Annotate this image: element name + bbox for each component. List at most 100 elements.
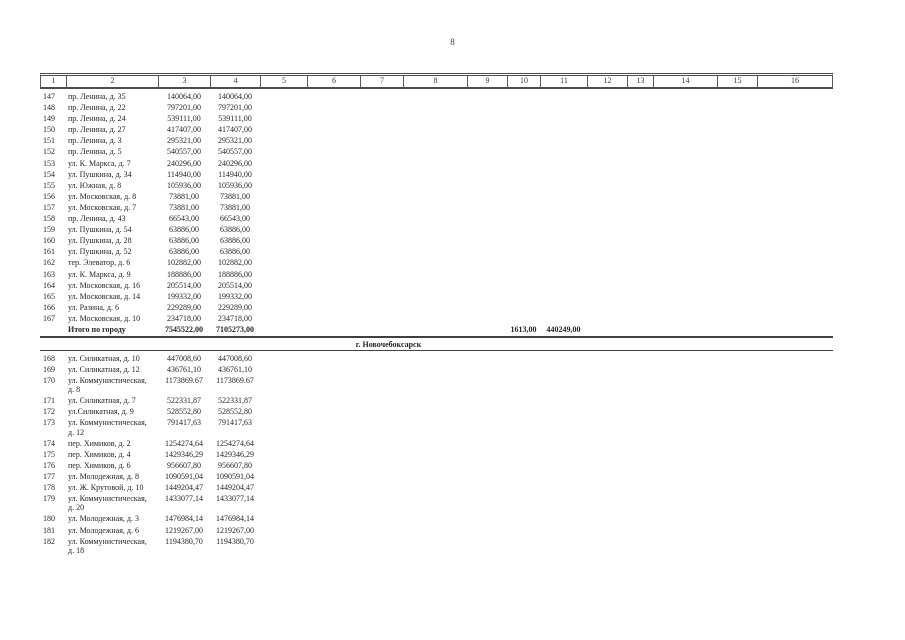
row-value-col4: 447008,60 [218, 353, 252, 363]
row-number: 151 [43, 136, 55, 146]
row-value-col4: 1090591,04 [216, 471, 254, 481]
row-value-col4: 1476984,14 [216, 514, 254, 524]
row-value-col4: 105936,00 [218, 180, 252, 190]
row-value-col3: 140064,00 [167, 92, 201, 101]
column-header-cell: 14 [654, 76, 718, 87]
section-title: г. Новочебоксарск [355, 339, 422, 349]
row-value-col4: 522331,87 [218, 396, 252, 406]
table-row: 179 ул. Коммунистическая, д. 20 1433077,… [40, 494, 833, 512]
row-value-col4: 188886,00 [218, 269, 252, 279]
row-value-col3: 1254274,64 [165, 438, 203, 448]
row-value-col3: 1173869.67 [165, 375, 203, 385]
row-number: 172 [43, 407, 55, 417]
row-address: тер. Элеватор, д. 6 [68, 258, 131, 268]
row-address: пр. Ленина, д. 35 [68, 92, 126, 101]
row-value-col3: 1449204,47 [165, 483, 203, 493]
row-value-col3: 528552,80 [167, 407, 201, 417]
column-header-cell: 6 [308, 76, 361, 87]
row-address: ул. Разина, д. 6 [68, 302, 119, 312]
row-address: ул. Южная, д. 8 [68, 180, 122, 190]
row-value-col3: 522331,87 [167, 396, 201, 406]
row-number: 149 [43, 114, 55, 124]
row-address: ул. Коммунистическая, д. 20 [68, 494, 147, 513]
table-row: 152 пр. Ленина, д. 5 540557,00 540557,00 [40, 147, 833, 156]
row-address: ул. Молодежная, д. 6 [68, 525, 139, 535]
row-address: пр. Ленина, д. 27 [68, 125, 126, 135]
row-value-col3: 199332,00 [167, 291, 201, 301]
row-number: 173 [43, 418, 55, 428]
table-row: 160 ул. Пушкина, д. 28 63886,00 63886,00 [40, 236, 833, 245]
row-address: ул. Ж. Крутовой, д. 10 [68, 483, 144, 493]
row-address: пр. Ленина, д. 22 [68, 103, 126, 113]
column-header-cell: 13 [628, 76, 654, 87]
row-value-col3: 234718,00 [167, 313, 201, 323]
table-body: 147 пр. Ленина, д. 35 140064,00 140064,0… [40, 89, 833, 555]
row-value-col4: 66543,00 [220, 214, 250, 224]
row-number: 150 [43, 125, 55, 135]
row-value-col3: 1429346,29 [165, 449, 203, 459]
row-address: пер. Химиков, д. 2 [68, 438, 131, 448]
column-header-cell: 3 [159, 76, 211, 87]
total-label: Итого по городу [68, 324, 126, 334]
row-address: ул. Коммунистическая, д. 12 [68, 418, 147, 437]
row-address: ул. Коммунистическая, д. 8 [68, 375, 147, 395]
row-value-col3: 1476984,14 [165, 514, 203, 524]
row-value-col4: 528552,80 [218, 407, 252, 417]
row-address: ул. Силикатная, д. 10 [68, 353, 140, 363]
table-row: 153 ул. К. Маркса, д. 7 240296,00 240296… [40, 159, 833, 168]
row-address: пр. Ленина, д. 43 [68, 214, 126, 224]
table-row: 176 пер. Химиков, д. 6 956607,80 956607,… [40, 461, 833, 470]
row-address: ул. Московская, д. 10 [68, 313, 141, 323]
column-header-cell: 5 [261, 76, 308, 87]
row-value-col3: 1433077,14 [165, 494, 203, 504]
row-address: ул. Молодежная, д. 8 [68, 471, 139, 481]
row-value-col3: 229289,00 [167, 302, 201, 312]
row-value-col4: 417407,00 [218, 125, 252, 135]
row-number: 168 [43, 353, 55, 363]
total-value-col4: 7105273,00 [216, 324, 254, 334]
column-header-cell: 2 [67, 76, 159, 87]
row-value-col4: 436761,10 [218, 364, 252, 374]
row-number: 155 [43, 180, 55, 190]
table-row: 159 ул. Пушкина, д. 54 63886,00 63886,00 [40, 225, 833, 234]
row-value-col3: 63886,00 [169, 236, 199, 246]
row-value-col3: 188886,00 [167, 269, 201, 279]
row-value-col4: 295321,00 [218, 136, 252, 146]
section-divider-top [40, 336, 833, 339]
row-number: 147 [43, 92, 55, 101]
table-row: 164 ул. Московская, д. 16 205514,00 2055… [40, 281, 833, 290]
row-value-col4: 63886,00 [220, 247, 250, 257]
row-address: пр. Ленина, д. 5 [68, 147, 122, 157]
row-value-col3: 63886,00 [169, 225, 199, 235]
row-number: 180 [43, 514, 55, 524]
address-amount-table: 1 2 3 4 5 6 7 8 9 10 11 12 [40, 73, 833, 557]
table-row: 180 ул. Молодежная, д. 3 1476984,14 1476… [40, 514, 833, 523]
row-value-col3: 417407,00 [167, 125, 201, 135]
row-value-col4: 1254274,64 [216, 438, 254, 448]
table-row: 173 ул. Коммунистическая, д. 12 791417,6… [40, 418, 833, 436]
row-address: ул. Коммунистическая, д. 18 [68, 536, 147, 555]
row-value-col4: 140064,00 [218, 92, 252, 101]
row-value-col4: 540557,00 [218, 147, 252, 157]
row-address: ул. Московская, д. 14 [68, 291, 141, 301]
row-value-col3: 73881,00 [169, 191, 199, 201]
table-row: 155 ул. Южная, д. 8 105936,00 105936,00 [40, 181, 833, 190]
row-value-col4: 73881,00 [220, 191, 250, 201]
row-address: ул. Пушкина, д. 54 [68, 225, 132, 235]
row-value-col4: 205514,00 [218, 280, 252, 290]
table-row: 174 пер. Химиков, д. 2 1254274,64 125427… [40, 439, 833, 448]
table-row: 182 ул. Коммунистическая, д. 18 1194380,… [40, 537, 833, 555]
table-row: 149 пр. Ленина, д. 24 539111,00 539111,0… [40, 114, 833, 123]
row-number: 154 [43, 169, 55, 179]
row-value-col3: 205514,00 [167, 280, 201, 290]
total-value-col11: 440249,00 [546, 324, 581, 334]
row-value-col3: 540557,00 [167, 147, 201, 157]
row-number: 178 [43, 483, 55, 493]
row-address: ул. Московская, д. 7 [68, 202, 137, 212]
row-address: пр. Ленина, д. 3 [68, 136, 122, 146]
table-row: 156 ул. Московская, д. 8 73881,00 73881,… [40, 192, 833, 201]
column-header-cell: 8 [404, 76, 468, 87]
row-value-col3: 240296,00 [167, 158, 201, 168]
row-value-col3: 1090591,04 [165, 471, 203, 481]
